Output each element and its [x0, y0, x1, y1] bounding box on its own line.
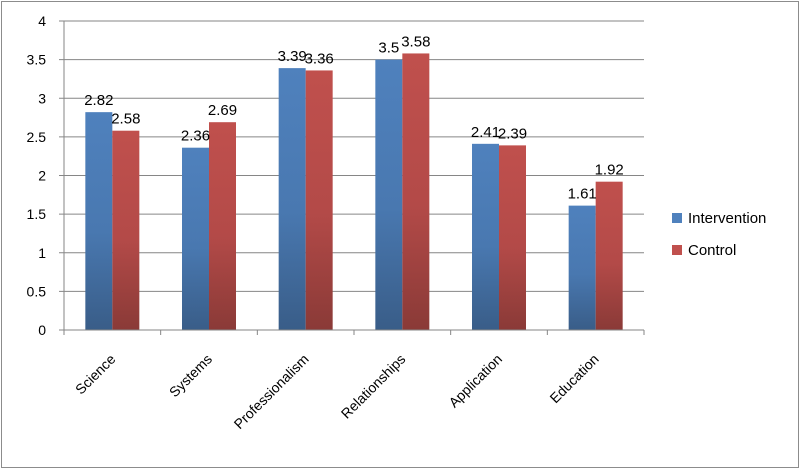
data-label: 2.36 — [181, 128, 210, 145]
legend-label-control: Control — [688, 242, 736, 259]
data-label: 2.58 — [111, 111, 140, 128]
data-label: 2.82 — [84, 92, 113, 109]
y-tick-label: 0 — [38, 322, 46, 338]
bar-control-systems — [209, 122, 236, 330]
x-tick-label: Systems — [166, 351, 215, 400]
data-label: 3.58 — [401, 33, 430, 50]
bar-control-professionalism — [305, 70, 333, 330]
y-tick-label: 1.5 — [27, 206, 47, 222]
data-label: 2.39 — [498, 125, 527, 142]
data-label: 3.36 — [305, 50, 334, 67]
y-tick-label: 1 — [38, 245, 46, 261]
bar-intervention-systems — [182, 147, 209, 330]
y-tick-label: 3 — [38, 90, 46, 106]
y-tick-label: 2.5 — [27, 129, 47, 145]
x-tick-label: Science — [72, 351, 119, 398]
bar-intervention-professionalism — [278, 68, 306, 330]
legend-swatch-control — [672, 245, 682, 255]
legend-label-intervention: Intervention — [688, 210, 766, 227]
y-tick-label: 4 — [38, 13, 46, 29]
legend: Intervention Control — [672, 210, 766, 259]
data-labels: 2.82 2.58 2.36 2.69 3.393.36 3.5 3.58 2.412.39 1… — [84, 33, 624, 202]
bars — [85, 53, 623, 330]
data-label: 2.41 — [471, 124, 500, 141]
legend-swatch-intervention — [672, 213, 682, 223]
bar-intervention-education — [568, 205, 596, 330]
bar-intervention-science — [85, 112, 113, 330]
x-tick-label: Education — [546, 351, 601, 406]
gridlines — [64, 20, 644, 292]
bar-control-science — [112, 130, 140, 330]
data-label: 2.69 — [208, 102, 237, 119]
bar-control-relationships — [402, 53, 430, 330]
x-tick-label: Professionalism — [231, 351, 312, 432]
bar-intervention-relationships — [375, 59, 403, 330]
y-tick-label: 0.5 — [27, 283, 47, 299]
data-label: 1.92 — [595, 162, 624, 179]
x-tick-label: Application — [445, 351, 505, 411]
bar-control-education — [595, 181, 623, 330]
bar-intervention-application — [472, 143, 499, 330]
bar-control-application — [499, 145, 526, 330]
y-tick-label: 2 — [38, 168, 46, 184]
data-label: 3.5 — [378, 40, 399, 57]
y-tick-label: 3.5 — [27, 52, 47, 68]
x-tick-label: Relationships — [338, 351, 409, 422]
data-label: 3.39 — [278, 48, 307, 65]
data-label: 1.61 — [568, 186, 597, 203]
